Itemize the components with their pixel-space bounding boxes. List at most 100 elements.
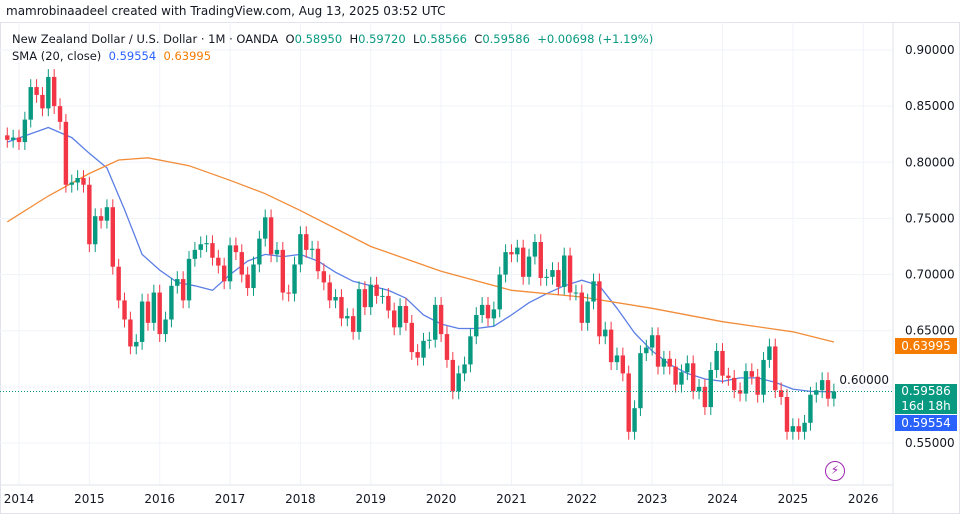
x-tick-label: 2014 <box>4 492 35 506</box>
candle-body <box>198 244 203 250</box>
candle-body <box>280 249 286 293</box>
candle-body <box>796 426 801 432</box>
candle-body <box>679 372 684 385</box>
candle-body <box>462 364 467 374</box>
bar-countdown: 16d 18h <box>901 399 951 413</box>
candle-body <box>163 319 168 335</box>
low-value: 0.58566 <box>419 32 467 46</box>
candle-body <box>808 394 813 423</box>
candle-body <box>233 245 239 253</box>
candle-body <box>767 346 772 360</box>
candle-body <box>491 309 497 319</box>
candle-body <box>374 284 379 296</box>
candle-body <box>655 335 661 367</box>
x-tick-label: 2023 <box>637 492 668 506</box>
candle-body <box>737 390 743 394</box>
candle-body <box>702 386 708 408</box>
candle-body <box>732 377 737 391</box>
candle-body <box>415 352 420 358</box>
high-value: 0.59720 <box>358 32 406 46</box>
candle-body <box>356 289 362 332</box>
low-label: L <box>413 32 420 46</box>
x-tick-label: 2019 <box>355 492 386 506</box>
candle-body <box>292 264 297 294</box>
candle-body <box>304 234 309 250</box>
candle-body <box>673 366 678 385</box>
candle-body <box>450 359 456 392</box>
candle-body <box>749 371 755 377</box>
candle-body <box>614 355 620 363</box>
candle-body <box>221 265 227 282</box>
candle-body <box>661 358 667 367</box>
candle-body <box>122 300 127 320</box>
candle-body <box>93 216 98 245</box>
candle-body <box>98 216 104 221</box>
candle-body <box>825 380 831 399</box>
candle-body <box>556 270 561 287</box>
candle-body <box>708 370 713 408</box>
sma1-price-label: 0.59554 <box>895 415 957 431</box>
x-tick-label: 2021 <box>496 492 527 506</box>
candle-body <box>597 281 602 337</box>
candle-body <box>5 135 10 140</box>
candle-body <box>339 297 344 319</box>
candle-body <box>63 121 69 185</box>
candle-body <box>567 255 573 293</box>
candle-body <box>444 334 450 360</box>
x-tick-label: 2024 <box>707 492 738 506</box>
candle-body <box>239 252 244 275</box>
x-tick-label: 2025 <box>778 492 809 506</box>
lightning-icon[interactable]: ⚡ <box>825 461 845 481</box>
candle-body <box>479 304 485 316</box>
candle-body <box>538 242 543 278</box>
y-tick-label: 0.60000 <box>839 373 889 387</box>
candle-body <box>40 94 45 109</box>
sma-20-line <box>7 126 834 393</box>
candle-body <box>726 375 731 378</box>
sma1-value: 0.59554 <box>108 49 157 63</box>
sma2-price-label: 0.63995 <box>895 338 957 354</box>
chart-frame[interactable] <box>0 22 960 514</box>
candle-body <box>345 316 350 319</box>
candle-body <box>591 281 596 302</box>
candle-body <box>257 238 262 265</box>
candle-body <box>28 87 33 120</box>
candle-body <box>649 335 655 348</box>
credit-text: mamrobinaadeel created with TradingView.… <box>6 4 446 18</box>
candle-body <box>831 391 837 399</box>
candle-body <box>603 329 608 337</box>
sma2-value: 0.63995 <box>163 49 212 63</box>
candle-body <box>169 285 174 320</box>
candle-body <box>532 242 538 257</box>
candle-body <box>128 319 133 347</box>
x-tick-label: 2015 <box>74 492 105 506</box>
candle-body <box>22 119 28 143</box>
candle-body <box>421 340 426 358</box>
candle-body <box>690 363 696 392</box>
candle-body <box>274 249 280 255</box>
high-label: H <box>349 32 359 46</box>
candle-body <box>438 304 444 335</box>
ohlc-legend: New Zealand Dollar / U.S. Dollar · 1M · … <box>12 31 653 48</box>
candle-body <box>509 252 514 255</box>
candle-body <box>696 386 702 392</box>
candle-body <box>57 106 63 122</box>
candle-body <box>497 274 502 310</box>
x-tick-label: 2016 <box>144 492 175 506</box>
candle-body <box>69 182 74 185</box>
candle-body <box>755 376 760 395</box>
candle-body <box>175 279 180 286</box>
x-tick-label: 2018 <box>285 492 316 506</box>
candle-body <box>350 316 356 332</box>
open-label: O <box>285 32 295 46</box>
candle-body <box>720 350 725 376</box>
y-tick-label: 0.85000 <box>905 99 955 113</box>
candle-body <box>321 271 327 283</box>
candle-body <box>46 76 51 109</box>
close-label: C <box>474 32 483 46</box>
candle-body <box>327 282 332 301</box>
candle-body <box>403 306 409 323</box>
sma-title[interactable]: SMA (20, close) <box>12 49 102 63</box>
symbol-title[interactable]: New Zealand Dollar / U.S. Dollar · 1M · … <box>12 32 279 46</box>
